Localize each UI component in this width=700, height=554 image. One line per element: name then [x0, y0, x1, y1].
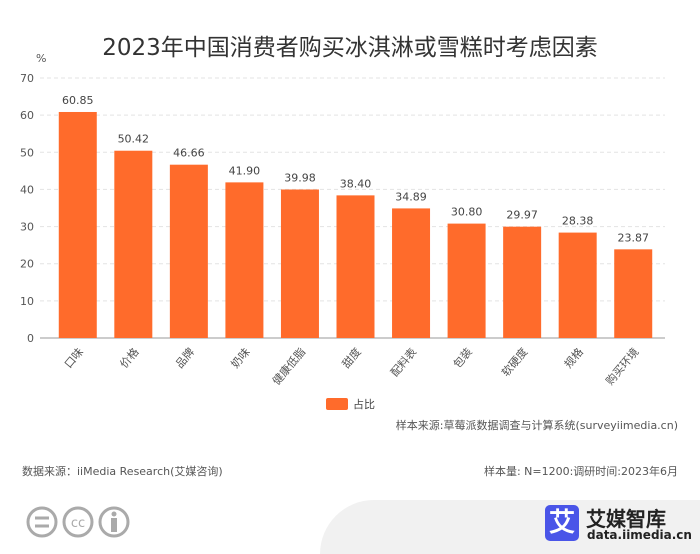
x-tick-label: 口味 — [62, 346, 86, 371]
x-tick-label: 品牌 — [172, 345, 197, 371]
bar — [225, 182, 264, 338]
data-source: 数据来源：iiMedia Research(艾媒咨询) — [22, 465, 223, 478]
bar — [114, 150, 153, 338]
bar — [280, 189, 319, 338]
data-label: 41.90 — [229, 164, 261, 177]
y-tick-label: 60 — [20, 109, 34, 122]
x-tick-label: 甜度 — [339, 345, 364, 371]
svg-text:cc: cc — [71, 516, 85, 531]
data-label: 23.87 — [617, 231, 649, 244]
brand-name: 艾媒智库 — [586, 507, 666, 531]
bar — [503, 226, 542, 338]
x-tick-label: 包装 — [451, 346, 475, 371]
y-tick-label: 70 — [20, 72, 34, 85]
bar — [169, 164, 208, 338]
sample-source: 样本来源:草莓派数据调查与计算系统(surveyiimedia.cn) — [395, 419, 678, 432]
legend-swatch — [326, 398, 348, 410]
data-label: 38.40 — [340, 177, 372, 190]
data-label: 46.66 — [173, 147, 205, 160]
x-tick-label: 健康低脂 — [269, 345, 308, 388]
data-label: 34.89 — [395, 190, 427, 203]
bar — [614, 249, 653, 338]
legend-label: 占比 — [353, 397, 375, 411]
attribution-icon — [98, 506, 130, 538]
chart-title: 2023年中国消费者购买冰淇淋或雪糕时考虑因素 — [102, 35, 598, 61]
y-tick-label: 0 — [27, 332, 34, 345]
y-tick-label: 30 — [20, 221, 34, 234]
bar — [447, 223, 486, 338]
footer-wave — [320, 500, 700, 554]
x-tick-label: 购买环境 — [603, 345, 642, 388]
x-tick-label: 价格 — [117, 345, 142, 371]
data-label: 50.42 — [118, 133, 150, 146]
data-label: 30.80 — [451, 206, 483, 219]
y-tick-label: 20 — [20, 258, 34, 271]
bar — [58, 111, 97, 338]
data-label: 60.85 — [62, 94, 94, 107]
x-tick-label: 规格 — [561, 345, 586, 371]
x-tick-label: 奶味 — [228, 345, 253, 371]
bar — [392, 208, 431, 338]
sample-size: 样本量: N=1200:调研时间:2023年6月 — [483, 465, 678, 478]
data-label: 39.98 — [284, 172, 316, 185]
y-tick-label: 50 — [20, 146, 34, 159]
y-axis-unit: % — [36, 52, 46, 65]
bar — [558, 232, 597, 338]
brand-url: data.iimedia.cn — [587, 528, 692, 542]
brand-logo-icon: 艾 — [545, 505, 579, 541]
license-icons: cc — [26, 506, 130, 538]
bar-chart: % 0 10 20 30 40 50 60 70 60.85 口味 50.42 价格 46.66 品牌 41.… — [20, 52, 665, 411]
y-tick-label: 40 — [20, 183, 34, 196]
x-tick-label: 软硬度 — [498, 345, 530, 379]
bar — [336, 195, 375, 338]
data-label: 29.97 — [506, 209, 538, 222]
no-derivatives-icon — [26, 506, 58, 538]
data-label: 28.38 — [562, 215, 594, 228]
cc-icon: cc — [62, 506, 94, 538]
x-tick-label: 配料表 — [387, 345, 419, 379]
y-tick-label: 10 — [20, 295, 34, 308]
